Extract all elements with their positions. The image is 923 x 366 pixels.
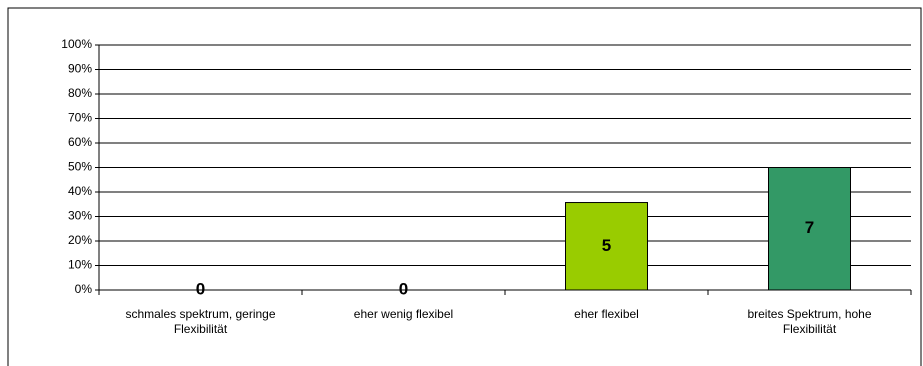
data-label: 5 (602, 236, 611, 255)
y-tick-label: 100% (61, 37, 92, 51)
y-tick-label: 90% (68, 62, 92, 76)
y-tick-label: 40% (68, 184, 92, 198)
x-tick-label: eher flexibel (574, 307, 639, 321)
bar (565, 202, 648, 291)
data-label: 7 (805, 218, 814, 237)
bar (768, 167, 851, 291)
y-tick-label: 60% (68, 135, 92, 149)
data-label: 0 (196, 279, 205, 298)
data-label: 0 (399, 279, 408, 298)
x-tick-label: breites Spektrum, hohe Flexibilität (747, 307, 872, 336)
chart-frame (7, 7, 922, 366)
x-tick-label: schmales spektrum, geringe Flexibilität (125, 307, 276, 336)
y-tick-label: 0% (75, 282, 93, 296)
y-tick-label: 30% (68, 209, 92, 223)
y-tick-label: 50% (68, 160, 92, 174)
y-tick-label: 70% (68, 111, 92, 125)
y-tick-label: 20% (68, 233, 92, 247)
x-tick-label: eher wenig flexibel (353, 307, 454, 321)
y-tick-label: 10% (68, 258, 92, 272)
y-tick-label: 80% (68, 86, 92, 100)
